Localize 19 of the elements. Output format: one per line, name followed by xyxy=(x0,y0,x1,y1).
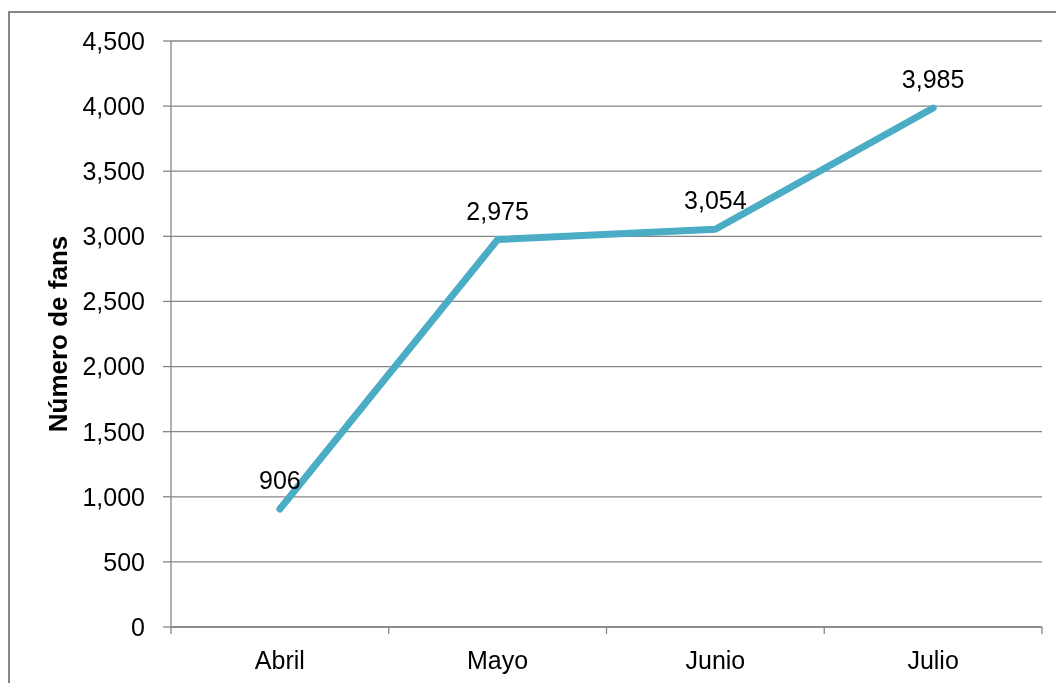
y-tick-label: 0 xyxy=(131,612,145,641)
y-tick-label: 2,500 xyxy=(82,287,145,316)
y-tick-label: 4,000 xyxy=(82,91,145,120)
x-tick-label: Junio xyxy=(685,646,746,674)
data-label: 906 xyxy=(259,466,301,495)
data-label: 3,054 xyxy=(684,186,747,215)
x-tick-label: Julio xyxy=(907,646,959,674)
y-tick-label: 1,500 xyxy=(82,417,145,446)
y-tick-label: 4,500 xyxy=(82,26,145,55)
x-tick-label: Mayo xyxy=(467,646,529,674)
y-tick-label: 3,000 xyxy=(82,222,145,251)
data-label: 3,985 xyxy=(901,65,965,94)
y-tick-label: 2,000 xyxy=(82,352,145,381)
y-tick-label: 1,000 xyxy=(82,482,145,511)
y-axis-title: Número de fans xyxy=(43,235,73,433)
data-label: 2,975 xyxy=(466,196,529,225)
y-tick-label: 3,500 xyxy=(82,157,145,186)
y-tick-label: 500 xyxy=(103,547,145,576)
x-tick-label: Abril xyxy=(254,646,305,674)
